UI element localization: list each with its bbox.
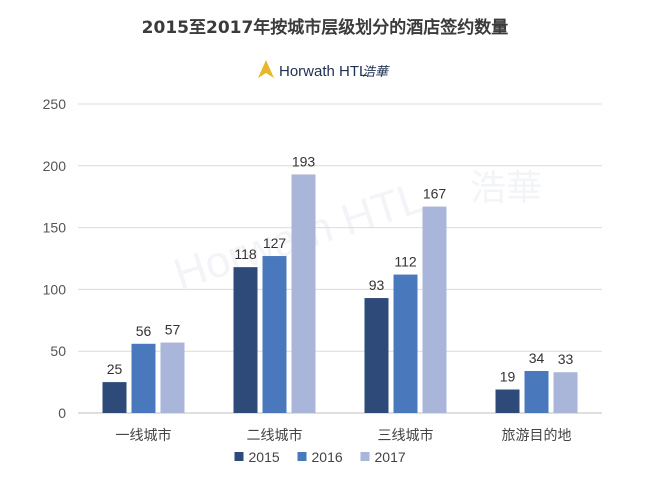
bar-2015-3: [495, 389, 520, 413]
bar-2015-1: [233, 267, 258, 413]
y-tick-label: 100: [43, 281, 67, 297]
y-tick-label: 200: [43, 158, 67, 174]
bar-2017-3: [553, 372, 578, 413]
x-axis-categories: 一线城市 二线城市 三线城市 旅游目的地: [116, 427, 572, 444]
legend-swatch: [297, 452, 307, 461]
watermark-cn: 浩華: [470, 167, 542, 208]
bars: [102, 174, 578, 413]
brand-logo-icon: [258, 60, 274, 78]
bar-2017-0: [160, 342, 185, 413]
category-label: 三线城市: [378, 427, 434, 444]
y-tick-label: 0: [58, 405, 66, 421]
bar-2016-1: [262, 256, 287, 413]
data-label: 34: [529, 350, 545, 366]
data-labels: 25 56 57 118 127 193 93 112 167 19 34 33: [107, 153, 574, 384]
bar-2015-0: [102, 382, 127, 413]
category-label: 一线城市: [116, 427, 172, 444]
watermark: Horwath HTL 浩華: [168, 167, 542, 300]
data-label: 127: [263, 235, 287, 251]
data-label: 33: [558, 351, 574, 367]
data-label: 167: [423, 186, 447, 202]
bar-2017-2: [422, 206, 447, 413]
data-label: 57: [165, 322, 181, 338]
legend-swatch: [360, 452, 370, 461]
legend-label: 2017: [375, 449, 406, 465]
legend-label: 2016: [312, 449, 343, 465]
bar-2017-1: [291, 174, 316, 413]
y-tick-label: 50: [50, 343, 66, 359]
y-tick-label: 250: [43, 96, 67, 112]
bar-2016-0: [131, 343, 156, 413]
bar-2016-3: [524, 370, 549, 413]
data-label: 118: [234, 246, 257, 262]
bar-2015-2: [364, 298, 389, 413]
data-label: 93: [369, 277, 385, 293]
data-label: 19: [500, 369, 516, 385]
data-label: 56: [136, 323, 152, 339]
brand-logo: Horwath HTL 浩華: [258, 60, 390, 80]
chart-title: 2015至2017年按城市层级划分的酒店签约数量: [142, 17, 509, 38]
legend: 2015 2016 2017: [234, 449, 406, 465]
y-tick-label: 150: [43, 220, 67, 236]
data-label: 112: [394, 254, 417, 270]
data-label: 193: [292, 153, 316, 169]
category-label: 旅游目的地: [502, 428, 572, 444]
data-label: 25: [107, 361, 123, 377]
category-label: 二线城市: [247, 427, 303, 444]
legend-swatch: [234, 452, 244, 461]
brand-name-cn: 浩華: [362, 65, 390, 80]
brand-name: Horwath HTL: [279, 63, 367, 80]
grid: [78, 103, 602, 414]
y-axis-ticks: 0 50 100 150 200 250: [43, 96, 67, 421]
legend-label: 2015: [249, 449, 280, 465]
bar-2016-2: [393, 274, 418, 413]
